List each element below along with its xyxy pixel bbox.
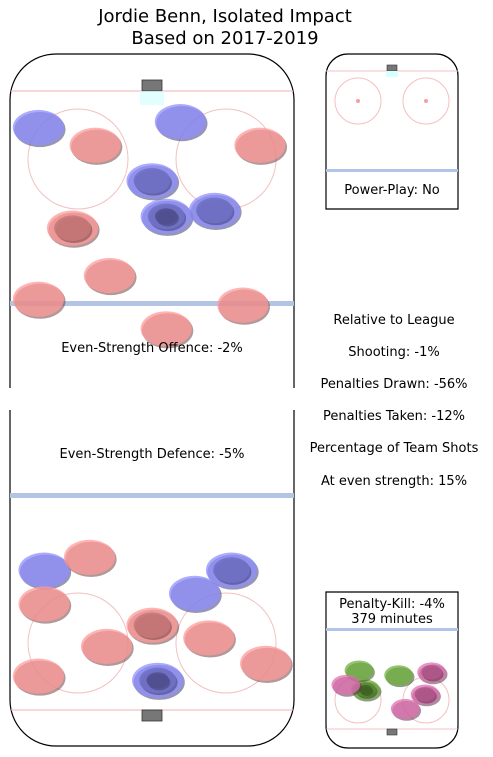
penaltykill-blue-line	[326, 628, 458, 631]
powerplay-goal-net	[386, 64, 398, 72]
defence-blob	[18, 586, 70, 622]
powerplay-blue-line	[326, 169, 458, 172]
stats-even-strength-share: At even strength: 15%	[320, 474, 468, 489]
offence-blob	[155, 208, 178, 225]
offence-heatmap	[12, 104, 288, 349]
offence-rink: Even-Strength Offence: -2%	[9, 53, 295, 388]
defence-blob	[133, 612, 171, 638]
defence-blob	[240, 645, 292, 681]
offence-goal-net	[141, 79, 163, 92]
defence-blob	[12, 658, 64, 694]
offence-blue-line	[10, 301, 294, 306]
offence-blob	[12, 109, 64, 146]
penaltykill-blob	[331, 674, 361, 695]
defence-blob	[18, 552, 70, 588]
offence-blob	[83, 257, 135, 294]
stats-shooting: Shooting: -1%	[348, 345, 440, 360]
offence-blob	[133, 168, 171, 194]
stats-header: Relative to League	[333, 313, 455, 328]
defence-blob	[146, 672, 169, 689]
offence-crease	[140, 91, 164, 105]
powerplay-faceoff-dot-left	[356, 99, 360, 103]
penaltykill-blob	[421, 665, 442, 680]
defence-blob	[183, 620, 235, 656]
defence-goal-net	[141, 709, 163, 722]
defence-rink: Even-Strength Defence: -5%	[9, 410, 295, 747]
powerplay-faceoff-circle-left	[334, 77, 382, 125]
offence-blob	[217, 287, 269, 323]
penaltykill-blob	[344, 660, 374, 681]
penaltykill-goal-net	[386, 728, 398, 736]
penaltykill-blob	[384, 665, 413, 686]
title-line-1: Jordie Benn, Isolated Impact	[98, 6, 352, 27]
stats-team-shots-header: Percentage of Team Shots	[309, 441, 479, 456]
powerplay-label: Power-Play: No	[344, 183, 440, 198]
offence-blob	[12, 281, 64, 317]
powerplay-rink: Power-Play: No	[325, 53, 459, 210]
penaltykill-label: Penalty-Kill: -4%	[339, 597, 445, 612]
title-line-2: Based on 2017-2019	[131, 28, 319, 49]
powerplay-faceoff-circle-right	[402, 77, 450, 125]
defence-blob	[80, 628, 133, 664]
penaltykill-rink: Penalty-Kill: -4% 379 minutes	[325, 591, 459, 749]
defence-heatmap	[12, 539, 293, 700]
defence-blob	[169, 575, 221, 611]
offence-blob	[196, 197, 233, 224]
offence-blob	[154, 104, 206, 140]
penaltykill-minutes: 379 minutes	[351, 612, 433, 627]
offence-blob	[234, 127, 286, 163]
powerplay-faceoff-dot-right	[424, 99, 428, 103]
defence-faceoff-circle-right	[175, 592, 277, 694]
penaltykill-blob	[359, 685, 372, 695]
chart-title: Jordie Benn, Isolated Impact Based on 20…	[0, 6, 450, 50]
defence-label: Even-Strength Defence: -5%	[60, 447, 245, 462]
penaltykill-blob	[390, 698, 420, 719]
offence-blob	[54, 215, 91, 241]
offence-faceoff-circle-left	[27, 108, 129, 210]
offence-blob	[140, 311, 192, 347]
stats-penalties-taken: Penalties Taken: -12%	[323, 409, 465, 424]
penaltykill-blob	[414, 687, 436, 702]
offence-label: Even-Strength Offence: -2%	[61, 341, 243, 356]
powerplay-crease	[386, 71, 398, 77]
stats-penalties-drawn: Penalties Drawn: -56%	[320, 377, 468, 392]
penaltykill-heatmap	[331, 660, 448, 721]
defence-blue-line	[10, 493, 294, 498]
defence-blob	[63, 539, 116, 575]
defence-blob	[213, 557, 250, 583]
offence-blob	[69, 127, 121, 163]
